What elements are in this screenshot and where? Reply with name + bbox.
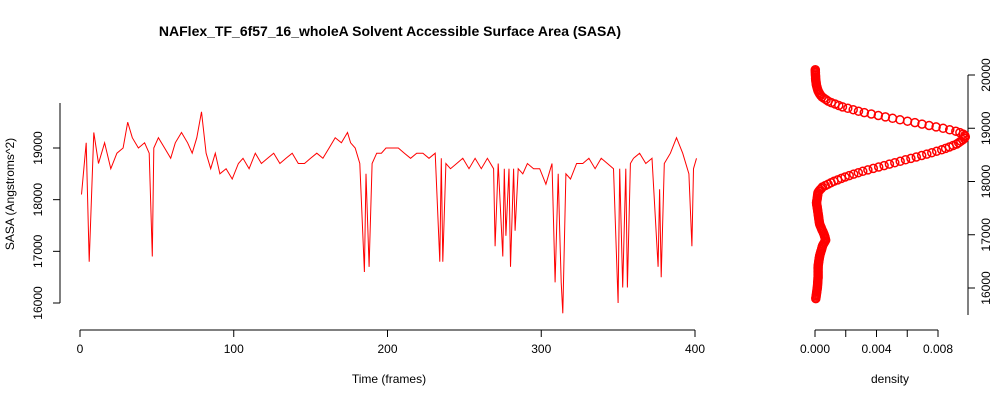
density-point (928, 149, 936, 157)
time-series-y-tick-label: 17000 (31, 234, 45, 268)
density-y-tick-label: 20000 (979, 58, 993, 92)
density-point (912, 153, 920, 161)
time-series-x-ticks: 0 100 200 300 400 (77, 330, 706, 356)
time-series-y-tick-label: 18000 (31, 183, 45, 217)
density-point (885, 160, 893, 168)
density-x-tick-label: 0.000 (800, 342, 830, 356)
time-series-y-label: SASA (Angstroms^2) (3, 138, 17, 250)
density-point (844, 104, 852, 112)
density-points (811, 66, 969, 303)
density-point (869, 164, 877, 172)
density-point (849, 106, 857, 114)
time-series-x-tick-label: 400 (685, 342, 705, 356)
chart-title: NAFlex_TF_6f57_16_wholeA Solvent Accessi… (159, 23, 621, 39)
time-series-y-tick-label: 16000 (31, 286, 45, 320)
density-panel: 0.000 0.004 0.008 16000 17000 18000 19000 2000… (800, 58, 993, 386)
density-point (918, 152, 926, 160)
density-y-tick-label: 16000 (979, 271, 993, 305)
density-x-label: density (871, 372, 909, 386)
time-series-x-tick-label: 100 (224, 342, 244, 356)
time-series-x-tick-label: 0 (77, 342, 84, 356)
time-series-y-tick-label: 19000 (31, 131, 45, 165)
density-y-tick-label: 19000 (979, 111, 993, 145)
density-point (896, 116, 904, 124)
time-series-panel: 0 100 200 300 400 16000 17000 18000 19000 Time … (3, 103, 705, 386)
density-y-tick-label: 17000 (979, 218, 993, 252)
density-point (891, 159, 899, 167)
time-series-x-label: Time (frames) (352, 372, 426, 386)
time-series-x-tick-label: 300 (531, 342, 551, 356)
density-y-tick-label: 18000 (979, 164, 993, 198)
density-y-ticks: 16000 17000 18000 19000 20000 (968, 58, 993, 305)
time-series-y-ticks: 16000 17000 18000 19000 (31, 131, 60, 320)
density-point (902, 156, 910, 164)
density-x-ticks: 0.000 0.004 0.008 (800, 330, 953, 356)
density-x-tick-label: 0.004 (861, 342, 891, 356)
density-point (875, 163, 883, 171)
density-point (907, 154, 915, 162)
time-series-x-tick-label: 200 (377, 342, 397, 356)
density-point (864, 166, 872, 174)
density-x-tick-label: 0.008 (923, 342, 953, 356)
density-point (896, 157, 904, 165)
density-point (904, 117, 912, 125)
density-point (880, 162, 888, 170)
sasa-series-line (82, 112, 697, 313)
